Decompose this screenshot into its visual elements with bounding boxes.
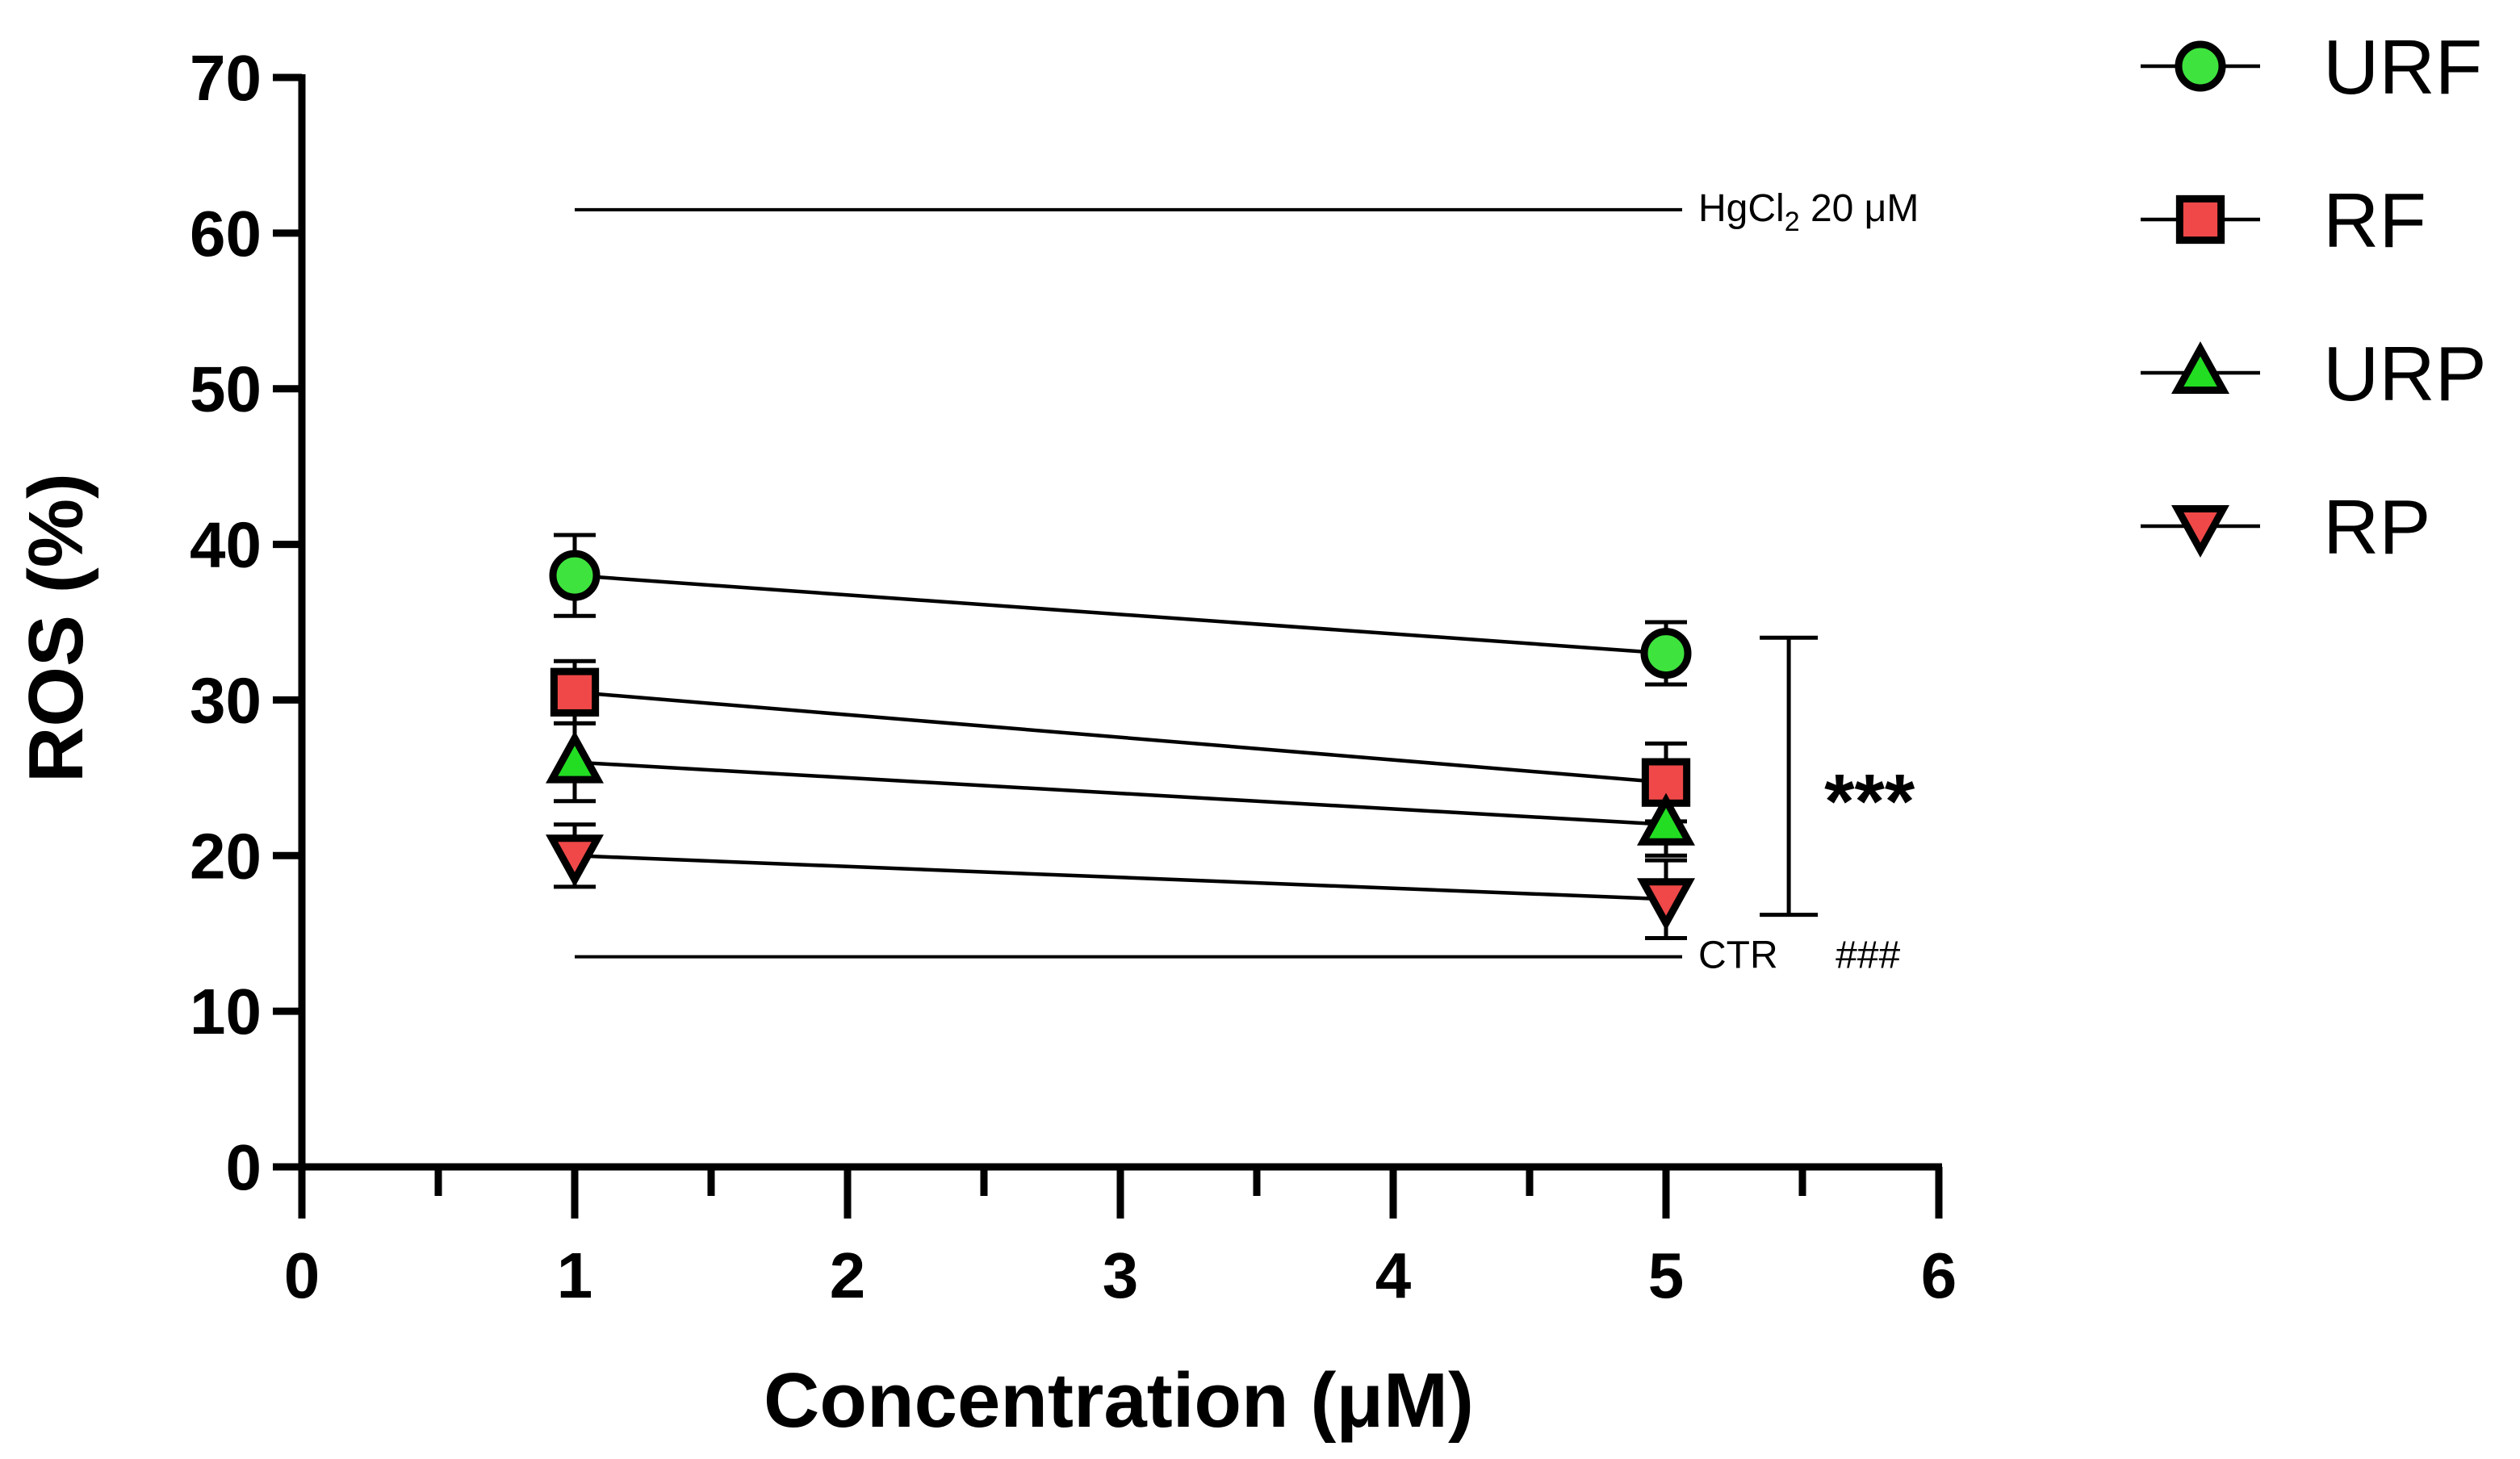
point-urf-1 bbox=[549, 550, 601, 601]
x-tick-label-4: 4 bbox=[1375, 1240, 1412, 1311]
y-tick-label-10: 10 bbox=[190, 976, 262, 1047]
legend: URF RF URP RP bbox=[2141, 24, 2487, 571]
x-tick-label-3: 3 bbox=[1103, 1240, 1139, 1311]
y-tick-label-40: 40 bbox=[190, 509, 262, 581]
y-tick-label-70: 70 bbox=[190, 42, 262, 114]
axes: 0 10 20 30 40 50 60 70 0 1 2 3 4 5 6 bbox=[190, 42, 1957, 1311]
x-tick-label-6: 6 bbox=[1921, 1240, 1957, 1311]
legend-marker-urf bbox=[2175, 40, 2226, 92]
series-line-urp bbox=[574, 760, 1667, 826]
x-axis-title: Concentration (μM) bbox=[764, 1357, 1474, 1444]
point-rf-1 bbox=[550, 667, 600, 717]
series-line-rf bbox=[574, 690, 1667, 784]
legend-marker-urp bbox=[2171, 341, 2229, 395]
reference-label-ctr: CTR bbox=[1698, 934, 1778, 977]
y-tick-label-20: 20 bbox=[190, 820, 262, 892]
y-tick-label-60: 60 bbox=[190, 198, 262, 270]
y-tick-label-0: 0 bbox=[226, 1131, 262, 1203]
legend-marker-rp bbox=[2171, 504, 2229, 558]
significance-stars: *** bbox=[1824, 759, 1915, 845]
plot-area: HgCl2 20 μM CTR *** ### bbox=[546, 187, 1919, 977]
series-lines bbox=[574, 573, 1667, 901]
series-line-rp bbox=[574, 854, 1667, 901]
point-urp-1 bbox=[546, 730, 604, 784]
y-axis-title: ROS (%) bbox=[13, 473, 99, 783]
legend-label-urf: URF bbox=[2323, 24, 2482, 111]
point-urp-5 bbox=[1637, 792, 1695, 846]
x-tick-label-5: 5 bbox=[1648, 1240, 1685, 1311]
reference-label-hgcl: HgCl2 20 μM bbox=[1698, 187, 1919, 237]
y-tick-label-50: 50 bbox=[190, 353, 262, 425]
point-rf-5 bbox=[1641, 758, 1691, 807]
legend-label-rp: RP bbox=[2323, 484, 2430, 571]
point-rp-1 bbox=[546, 834, 604, 888]
significance-annotation: *** ### bbox=[1760, 635, 1915, 977]
x-tick-label-2: 2 bbox=[830, 1240, 866, 1311]
significance-hash: ### bbox=[1836, 934, 1900, 977]
y-tick-label-30: 30 bbox=[190, 664, 262, 736]
x-tick-label-0: 0 bbox=[284, 1240, 320, 1311]
legend-label-rf: RF bbox=[2323, 178, 2426, 264]
series-line-urf bbox=[574, 573, 1667, 655]
x-tick-label-1: 1 bbox=[557, 1240, 593, 1311]
legend-marker-rf bbox=[2175, 194, 2225, 245]
point-rp-5 bbox=[1637, 878, 1695, 931]
point-urf-5 bbox=[1640, 628, 1692, 679]
y-axis-ticks: 0 10 20 30 40 50 60 70 bbox=[190, 42, 302, 1203]
data-markers bbox=[546, 550, 1695, 931]
legend-label-urp: URP bbox=[2323, 331, 2487, 417]
x-axis-ticks: 0 1 2 3 4 5 6 bbox=[284, 1167, 1957, 1311]
reference-lines: HgCl2 20 μM CTR bbox=[575, 187, 1919, 977]
